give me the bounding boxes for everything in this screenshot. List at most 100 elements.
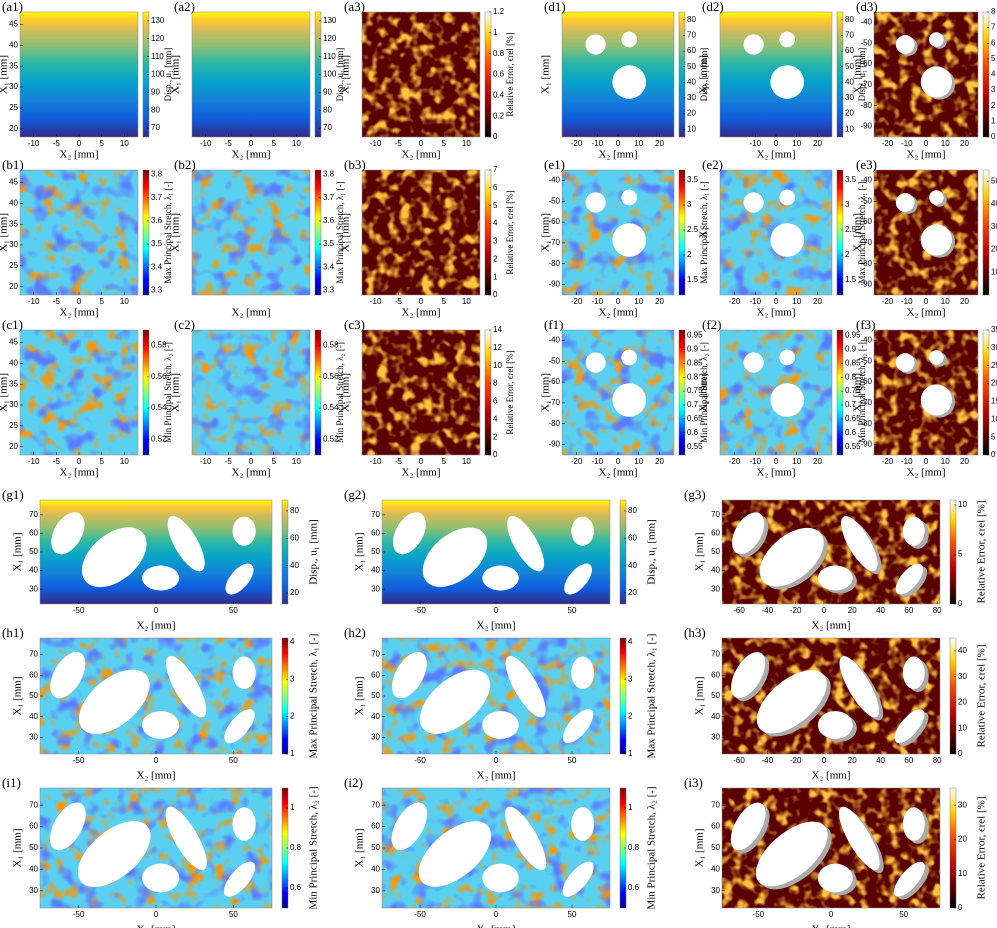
y-tick-label: -40: [860, 176, 872, 185]
hole: [507, 516, 545, 572]
panel-label: (f2): [702, 317, 722, 332]
colorbar-tick-label: 0.9: [687, 345, 699, 354]
hole: [612, 223, 646, 257]
y-axis-label: X₁ [mm]: [694, 829, 706, 868]
x-tick-label: 0: [822, 606, 827, 615]
y-tick-label: -40: [548, 336, 560, 345]
panel: -50 0 50 30 40 50 60 70 X₂ [mm] X₁ [mm] (g1) 20 40 60…: [2, 487, 320, 632]
y-tick-label: 30: [29, 584, 38, 593]
colorbar-tick-label: 0.8: [628, 843, 640, 852]
colorbar-label: Relative Error, ϵrel [%]: [505, 350, 515, 434]
colorbar-tick-label: 0.75: [845, 386, 861, 395]
x-tick-label: 10: [462, 139, 471, 148]
colorbar-tick-label: 20: [958, 835, 967, 844]
y-tick-label: 20: [9, 442, 18, 451]
hole: [225, 563, 254, 595]
hole: [756, 670, 827, 734]
hole: [755, 821, 828, 887]
colorbar-tick-label: 1.5: [845, 275, 857, 284]
y-tick-label: 70: [29, 800, 38, 809]
y-tick-label: 40: [9, 40, 18, 49]
colorbar-tick-label: 0.8: [493, 49, 505, 58]
colorbar-tick-label: 4: [290, 637, 295, 646]
y-axis-label: X₁ [mm]: [0, 55, 10, 94]
y-tick-label: -50: [860, 38, 872, 47]
colorbar-label: Relative Error, ϵrel [%]: [976, 645, 988, 748]
colorbar-tick-label: 0.6: [290, 883, 302, 892]
colorbar-tick-label: 90: [323, 87, 332, 96]
panel: -10 0 10 20 X₂ [mm] X₁ [mm] (d2) 10 20 30 40 50 60 70…: [698, 0, 868, 161]
x-tick-label: -60: [733, 606, 745, 615]
x-axis-label: X₂ [mm]: [402, 307, 441, 319]
panel-label: (h2): [344, 625, 366, 640]
x-axis-label: X₂ [mm]: [477, 770, 516, 782]
x-tick-label: -50: [414, 606, 426, 615]
colorbar-tick-label: 70: [323, 123, 332, 132]
x-tick-label: 10: [792, 139, 801, 148]
x-tick-label: 10: [634, 457, 643, 466]
y-tick-label: -80: [860, 419, 872, 428]
hole: [895, 353, 915, 372]
x-tick-label: 10: [120, 297, 129, 306]
colorbar-tick-label: 10: [687, 124, 696, 133]
y-tick-label: 30: [711, 886, 720, 895]
colorbar-tick-label: 3.4: [151, 262, 163, 271]
hole: [770, 223, 804, 257]
y-tick-label: 60: [711, 529, 720, 538]
colorbar-tick-label: 1: [493, 272, 498, 281]
x-tick-label: 0: [494, 756, 499, 765]
colorbar-tick-label: 4: [493, 219, 498, 228]
y-tick-label: 70: [711, 650, 720, 659]
colorbar: [949, 637, 957, 755]
colorbar-tick-label: 5: [958, 550, 963, 559]
panel-label: (d1): [544, 0, 566, 14]
colorbar-tick-label: 0: [991, 132, 996, 141]
y-tick-label: -70: [548, 398, 560, 407]
colorbar: [484, 169, 492, 296]
x-tick-label: 0: [494, 910, 499, 919]
colorbar-tick-label: 1: [628, 749, 633, 758]
y-tick-label: 40: [29, 712, 38, 721]
y-tick-label: -40: [860, 18, 872, 27]
colorbar-tick-label: 0.65: [845, 414, 861, 423]
y-tick-label: 70: [711, 510, 720, 519]
x-tick-label: 0: [774, 139, 779, 148]
x-tick-label: -50: [73, 756, 85, 765]
colorbar-tick-label: 110: [151, 52, 164, 61]
y-tick-label: 60: [711, 670, 720, 679]
colorbar-tick-label: 6: [493, 397, 498, 406]
x-axis-label: X₂ [mm]: [232, 467, 271, 479]
colorbar-tick-label: 130: [151, 16, 165, 25]
colorbar-tick-label: 3.6: [323, 216, 335, 225]
hole: [895, 35, 915, 54]
field-texture: [362, 330, 480, 455]
colorbar-label: Disp., u₁ [mm]: [699, 48, 709, 102]
y-tick-label: 45: [9, 20, 18, 29]
colorbar-tick-label: 0.95: [845, 331, 861, 340]
x-tick-label: 0: [249, 139, 254, 148]
colorbar-tick-label: 100: [323, 70, 337, 79]
y-tick-label: 70: [371, 650, 380, 659]
hole: [779, 349, 796, 366]
x-axis-label: X₂ [mm]: [599, 467, 638, 479]
colorbar-tick-label: 3.5: [323, 239, 335, 248]
colorbar-label: Min Principal Stretch, λ₂ [-]: [646, 786, 658, 909]
x-tick-label: 0: [616, 139, 621, 148]
colorbar-tick-label: 0.58: [151, 341, 167, 350]
hole: [621, 349, 638, 366]
x-tick-label: -50: [414, 756, 426, 765]
hole: [419, 669, 491, 734]
y-axis-label: X₁ [mm]: [852, 213, 864, 252]
colorbar-tick-label: 0.75: [687, 386, 703, 395]
hole: [839, 806, 880, 871]
field-texture: [192, 170, 310, 295]
y-tick-label: -80: [548, 419, 560, 428]
colorbar-tick-label: 0: [493, 132, 498, 141]
colorbar-label: Relative Error, ϵrel [%]: [976, 501, 988, 604]
x-tick-label: -5: [53, 297, 61, 306]
y-tick-label: 40: [9, 358, 18, 367]
x-axis-label: X₂ [mm]: [757, 307, 796, 319]
y-tick-label: -70: [860, 80, 872, 89]
y-tick-label: 30: [711, 733, 720, 742]
y-tick-label: -90: [860, 280, 872, 289]
